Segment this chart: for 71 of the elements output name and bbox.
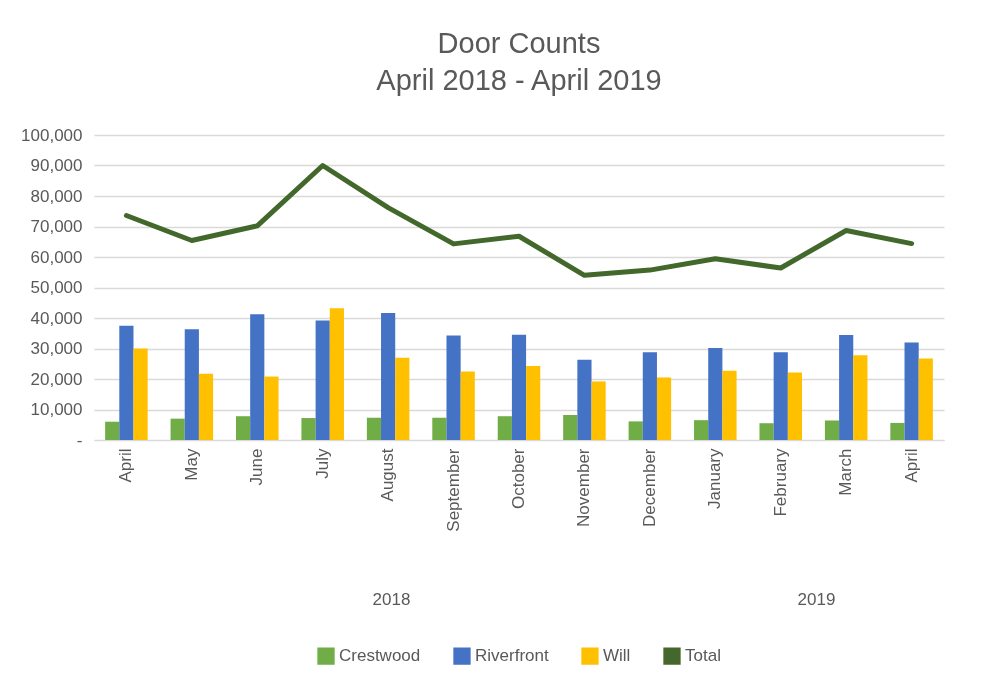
bar <box>119 325 134 440</box>
bar <box>184 329 199 440</box>
y-tick-label: 30,000 <box>30 339 83 358</box>
y-tick-label: 80,000 <box>30 186 83 206</box>
x-tick-label: April <box>901 448 921 483</box>
text: 2019 <box>797 590 836 609</box>
y-tick-label: 60,000 <box>30 247 83 267</box>
y-tick-label: - <box>76 430 83 450</box>
bar <box>250 314 265 440</box>
legend-label: Total <box>685 646 721 666</box>
bar <box>301 418 316 440</box>
bar <box>853 355 868 440</box>
bar <box>890 422 905 440</box>
bar <box>563 414 578 440</box>
bar <box>381 313 396 440</box>
x-tick-label: January <box>705 448 725 509</box>
chart-title: Door Counts <box>437 27 601 59</box>
bar <box>432 417 447 440</box>
bar <box>708 347 723 440</box>
x-tick-label: November <box>574 448 594 527</box>
bar <box>787 372 803 440</box>
x-tick-label: February <box>770 448 790 517</box>
bar <box>446 335 461 440</box>
bar <box>170 418 185 440</box>
bar <box>315 320 330 440</box>
bar <box>591 381 606 440</box>
bar <box>642 352 657 440</box>
bar <box>511 334 527 440</box>
legend-label: Riverfront <box>475 646 549 666</box>
bar <box>497 416 512 440</box>
bar <box>366 417 382 440</box>
bar <box>722 370 737 440</box>
bar <box>577 359 592 440</box>
bar <box>839 335 854 440</box>
y-tick-label: 90,000 <box>30 156 83 175</box>
chart-subtitle: April 2018 - April 2019 <box>376 64 662 96</box>
bar <box>460 371 475 440</box>
bar <box>656 377 672 440</box>
y-tick-label: 100,000 <box>21 125 83 145</box>
x-tick-label: October <box>509 448 528 509</box>
y-tick-label: 10,000 <box>30 400 83 419</box>
x-tick-label: March <box>836 448 856 496</box>
bar <box>759 423 774 440</box>
bar <box>526 365 541 440</box>
y-tick-label: 50,000 <box>30 278 83 297</box>
x-tick-label: September <box>443 448 463 532</box>
x-tick-label: July <box>312 448 332 479</box>
bar <box>264 376 279 440</box>
text: 2018 <box>372 590 411 609</box>
bar <box>105 421 120 440</box>
legend-label: Crestwood <box>339 646 421 666</box>
legend-label: Will <box>603 646 631 666</box>
y-tick-label: 20,000 <box>30 369 83 389</box>
bar <box>395 357 410 440</box>
x-tick-label: August <box>378 448 398 502</box>
bar <box>773 352 788 440</box>
bar <box>329 308 344 440</box>
y-tick-label: 40,000 <box>30 308 83 328</box>
bar <box>824 420 840 440</box>
bar <box>133 348 148 440</box>
x-tick-label: June <box>247 448 267 486</box>
bar <box>198 373 214 440</box>
bar <box>694 420 709 440</box>
y-tick-label: 70,000 <box>30 217 83 236</box>
bar <box>628 421 643 440</box>
bar <box>235 416 251 440</box>
x-tick-label: April <box>116 448 136 483</box>
x-tick-label: May <box>181 448 201 481</box>
bar <box>918 358 933 440</box>
bar <box>904 342 919 440</box>
x-tick-label: December <box>639 448 659 527</box>
